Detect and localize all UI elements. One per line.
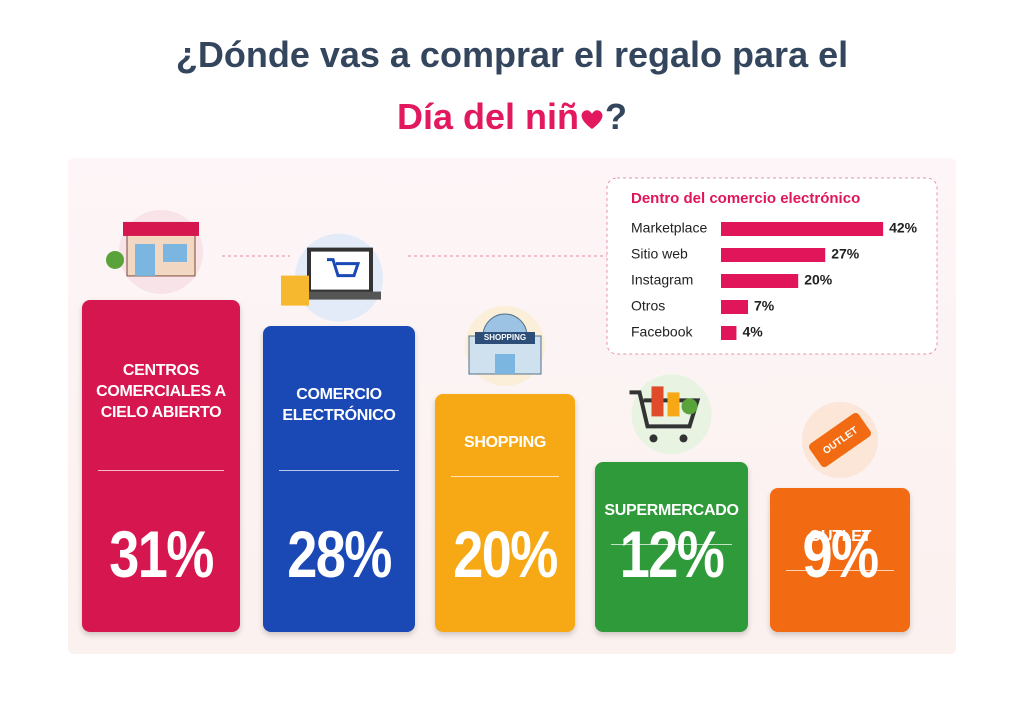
heart-icon xyxy=(581,110,603,129)
title: ¿Dónde vas a comprar el regalo para el xyxy=(175,34,849,75)
icon xyxy=(679,434,688,443)
value-label: 7% xyxy=(754,298,775,314)
bar xyxy=(721,274,799,288)
category-label: Instagram xyxy=(631,272,693,288)
category-label: Marketplace xyxy=(631,220,707,236)
icon xyxy=(281,275,309,306)
bar xyxy=(721,248,826,262)
value-label: 20% xyxy=(804,272,833,288)
icon-label: SHOPPING xyxy=(484,333,526,342)
divider xyxy=(786,570,894,572)
bar: COMERCIO ELECTRÓNICO 28% xyxy=(263,325,415,632)
icon xyxy=(106,250,124,269)
category-label: COMERCIO ELECTRÓNICO xyxy=(282,385,396,424)
title-highlight: Día del niñ xyxy=(396,96,580,137)
value-label: 9% xyxy=(802,516,880,591)
icon xyxy=(649,434,658,443)
value-label: 20% xyxy=(453,517,558,591)
category-label: SUPERMERCADO xyxy=(604,501,739,519)
title-end: ? xyxy=(605,96,628,137)
bar: OUTLET 9% xyxy=(770,488,910,632)
value-label: 42% xyxy=(889,220,918,236)
icon xyxy=(307,247,373,294)
value-label: 12% xyxy=(619,516,725,591)
category-label: SHOPPING xyxy=(463,433,547,451)
icon xyxy=(667,392,680,417)
icon xyxy=(163,243,187,262)
icon xyxy=(135,243,155,276)
bar xyxy=(721,222,884,236)
bar: CENTROS COMERCIALES A CIELO ABIERTO 31% xyxy=(82,299,240,632)
bar xyxy=(721,300,749,314)
icon xyxy=(495,354,515,374)
title-highlight-line: Día del niñ? xyxy=(0,96,1024,138)
category-label: OUTLET xyxy=(808,527,872,545)
icon xyxy=(123,221,199,236)
category-label: Facebook xyxy=(631,324,693,340)
bar xyxy=(721,326,737,340)
icon xyxy=(482,313,528,337)
icon xyxy=(327,258,361,278)
divider xyxy=(98,469,224,471)
divider xyxy=(611,544,732,546)
divider xyxy=(451,476,559,477)
icon xyxy=(475,332,535,344)
bar: SUPERMERCADO 12% xyxy=(595,462,748,632)
value-label: 28% xyxy=(287,516,392,591)
tag xyxy=(808,412,872,468)
category-label: Otros xyxy=(631,298,665,314)
value-label: 31% xyxy=(109,516,214,591)
value-label: 27% xyxy=(831,246,860,262)
icon xyxy=(651,386,664,417)
inset-title: Dentro del comercio electrónico xyxy=(631,190,860,207)
category-label: Sitio web xyxy=(631,246,688,262)
bar: SHOPPING 20% xyxy=(435,394,575,632)
value-label: 4% xyxy=(742,324,763,340)
divider xyxy=(279,469,399,471)
icon xyxy=(681,398,698,415)
icon xyxy=(299,291,381,300)
category-label: CENTROS COMERCIALES A CIELO ABIERTO xyxy=(96,362,226,422)
